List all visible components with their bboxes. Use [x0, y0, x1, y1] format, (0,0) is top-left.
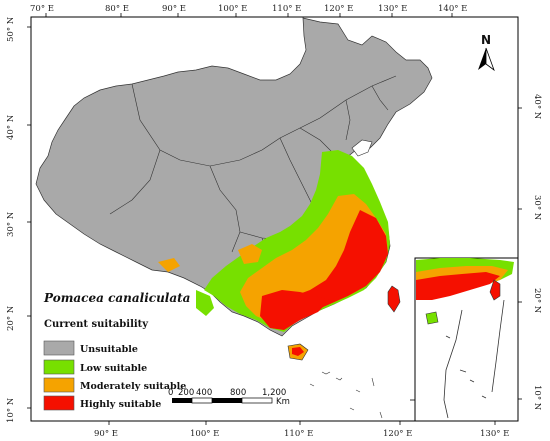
species-title: Pomacea canaliculata — [43, 291, 190, 305]
south-sea-islands — [309, 371, 383, 419]
lon-label: 90° E — [162, 4, 186, 14]
suitability-overlays — [158, 150, 401, 361]
scale-label: 1,200 — [262, 388, 286, 398]
legend-item-low: Low suitable — [43, 359, 147, 375]
lon-label: 70° E — [30, 4, 54, 14]
legend: Current suitability Unsuitable Low suita… — [43, 319, 186, 411]
legend-label: Moderately suitable — [80, 381, 186, 392]
lat-label: 20° N — [6, 305, 16, 331]
lon-label: 130° E — [480, 429, 509, 439]
legend-label: Low suitable — [80, 363, 147, 374]
lat-label: 20° N — [532, 288, 542, 314]
scale-unit: Km — [276, 397, 290, 407]
lon-label: 130° E — [378, 4, 407, 14]
inset-map — [410, 257, 519, 422]
moderate-west-patch — [238, 244, 262, 264]
lat-label: 40° N — [6, 114, 16, 140]
scale-label: 200 — [178, 388, 194, 398]
bohai-sea — [351, 139, 373, 157]
north-arrow-label: N — [481, 33, 491, 47]
bottom-longitude-labels: 90° E 100° E 110° E 120° E 130° E — [94, 429, 509, 439]
lon-label: 120° E — [324, 4, 353, 14]
scale-bar: 0 200 400 800 1,200 Km — [168, 388, 290, 407]
inset-hainan — [425, 311, 439, 325]
lon-label: 80° E — [105, 4, 129, 14]
scale-label: 400 — [196, 388, 212, 398]
lat-label: 10° N — [6, 397, 16, 423]
low-suitable-southwest — [196, 290, 214, 316]
right-latitude-labels: 40° N 30° N 20° N 10° N — [532, 94, 542, 411]
inset-taiwan — [489, 279, 501, 301]
moderate-tibet-edge — [158, 258, 180, 272]
lon-label: 100° E — [190, 429, 219, 439]
lon-label: 110° E — [284, 429, 313, 439]
lon-label: 90° E — [94, 429, 118, 439]
left-latitude-labels: 50° N 40° N 30° N 20° N 10° N — [6, 16, 16, 423]
lat-label: 50° N — [6, 16, 16, 42]
lat-label: 30° N — [6, 211, 16, 237]
lat-label: 40° N — [532, 94, 542, 120]
legend-item-moderate: Moderately suitable — [43, 377, 186, 393]
scale-label: 0 — [168, 388, 173, 398]
lat-label: 30° N — [532, 195, 542, 221]
lon-label: 120° E — [383, 429, 412, 439]
legend-label: Unsuitable — [80, 344, 138, 355]
taiwan — [387, 285, 401, 313]
high-suitable-south-coast — [260, 290, 330, 330]
top-longitude-labels: 70° E 80° E 90° E 100° E 110° E 120° E 1… — [30, 4, 467, 14]
lon-label: 100° E — [218, 4, 247, 14]
lon-label: 110° E — [272, 4, 301, 14]
legend-item-unsuitable: Unsuitable — [43, 340, 138, 356]
north-arrow: N — [478, 33, 495, 72]
hainan-core — [292, 347, 304, 356]
legend-title: Current suitability — [44, 319, 149, 330]
lon-label: 140° E — [438, 4, 467, 14]
graticule-ticks — [27, 13, 522, 425]
legend-item-high: Highly suitable — [43, 395, 161, 411]
scale-label: 800 — [230, 388, 246, 398]
legend-label: Highly suitable — [80, 399, 161, 410]
inset-high-area — [416, 272, 500, 300]
lat-label: 10° N — [532, 385, 542, 411]
